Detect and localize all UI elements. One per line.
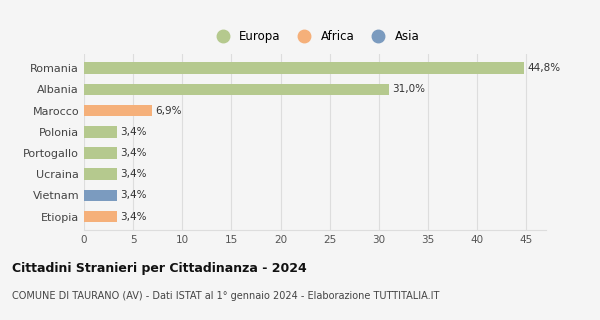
Text: 6,9%: 6,9% [155,106,181,116]
Bar [84,189,118,201]
Bar [84,105,152,116]
Text: 31,0%: 31,0% [392,84,425,94]
Text: COMUNE DI TAURANO (AV) - Dati ISTAT al 1° gennaio 2024 - Elaborazione TUTTITALIA: COMUNE DI TAURANO (AV) - Dati ISTAT al 1… [12,291,439,301]
Text: 3,4%: 3,4% [121,127,147,137]
Text: 3,4%: 3,4% [121,190,147,200]
Text: 3,4%: 3,4% [121,212,147,221]
Text: 3,4%: 3,4% [121,148,147,158]
Text: 44,8%: 44,8% [527,63,560,73]
Bar [84,147,118,159]
Bar [84,62,524,74]
Bar [84,211,118,222]
Text: Cittadini Stranieri per Cittadinanza - 2024: Cittadini Stranieri per Cittadinanza - 2… [12,262,307,276]
Legend: Europa, Africa, Asia: Europa, Africa, Asia [206,25,424,48]
Text: 3,4%: 3,4% [121,169,147,179]
Bar [84,168,118,180]
Bar [84,126,118,138]
Bar [84,84,389,95]
